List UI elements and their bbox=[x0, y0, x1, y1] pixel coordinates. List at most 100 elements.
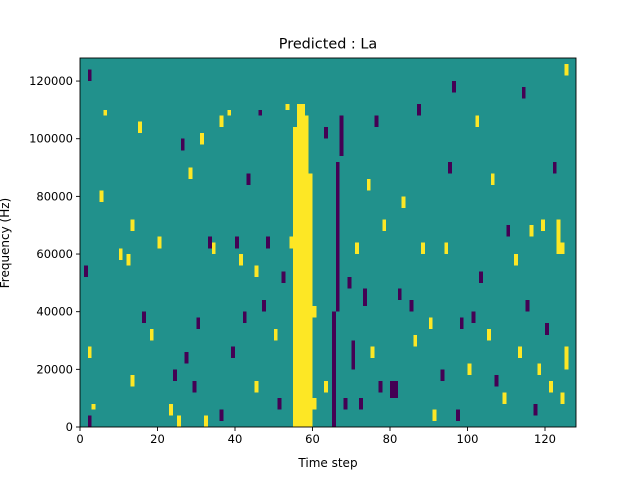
heatmap-cell bbox=[440, 369, 445, 381]
y-tick-label: 0 bbox=[66, 420, 73, 434]
heatmap-cell bbox=[537, 363, 542, 376]
heatmap-cell bbox=[564, 346, 569, 370]
heatmap-cell bbox=[366, 179, 371, 191]
heatmap-cell bbox=[246, 173, 251, 185]
x-tick-label: 60 bbox=[305, 432, 320, 446]
heatmap-cell bbox=[262, 300, 267, 312]
heatmap-cell bbox=[297, 104, 301, 428]
y-axis: 0 20000 40000 60000 80000 100000 120000 bbox=[29, 74, 80, 434]
heatmap-cell bbox=[467, 363, 472, 376]
heatmap-cell bbox=[87, 415, 92, 427]
heatmap-cell bbox=[560, 392, 565, 404]
heatmap-cell bbox=[238, 254, 243, 266]
heatmap-cell bbox=[103, 109, 108, 116]
heatmap-cell bbox=[525, 300, 530, 312]
heatmap-cell bbox=[556, 219, 561, 255]
heatmap-cell bbox=[273, 328, 278, 341]
heatmap-cell bbox=[494, 375, 499, 387]
heatmap-cell bbox=[471, 311, 476, 324]
heatmap-cell bbox=[382, 219, 387, 231]
heatmap-cell bbox=[452, 81, 456, 93]
plot-area bbox=[79, 57, 577, 428]
heatmap-cell bbox=[308, 173, 313, 427]
heatmap-cell bbox=[409, 300, 414, 312]
heatmap-cell bbox=[235, 236, 239, 249]
heatmap-cell bbox=[378, 380, 383, 393]
y-tick-label: 20000 bbox=[36, 362, 73, 376]
heatmap-cell bbox=[180, 138, 185, 151]
heatmap-cell bbox=[359, 398, 363, 410]
heatmap-cell bbox=[300, 104, 305, 428]
heatmap-cell bbox=[83, 265, 88, 278]
heatmap-cell bbox=[293, 127, 298, 427]
heatmap-cell bbox=[184, 352, 189, 364]
heatmap-cell bbox=[502, 392, 507, 404]
heatmap-cell bbox=[448, 161, 453, 174]
x-axis: 0 20 40 60 80 100 120 bbox=[76, 427, 556, 446]
heatmap-cell bbox=[126, 254, 131, 266]
heatmap-cell bbox=[87, 69, 92, 82]
heatmap-cell bbox=[541, 219, 546, 231]
heatmap-cell bbox=[176, 415, 181, 427]
heatmap-cell bbox=[401, 196, 406, 208]
heatmap-cell bbox=[118, 248, 123, 260]
heatmap-cell bbox=[281, 271, 286, 283]
heatmap-cell bbox=[231, 346, 236, 358]
heatmap-cell bbox=[393, 380, 398, 399]
heatmap-cell bbox=[444, 242, 449, 255]
heatmap-cell bbox=[564, 63, 569, 76]
heatmap-cell bbox=[254, 265, 259, 278]
heatmap-cell bbox=[475, 115, 480, 128]
heatmap-cell bbox=[355, 242, 360, 255]
heatmap-cell bbox=[413, 334, 418, 347]
heatmap-cell bbox=[285, 104, 290, 110]
heatmap-cell bbox=[200, 132, 205, 145]
heatmap-cell bbox=[506, 225, 511, 237]
heatmap-cell bbox=[490, 173, 495, 185]
heatmap-cell bbox=[324, 127, 329, 139]
heatmap-cell bbox=[351, 340, 356, 370]
heatmap-cell bbox=[157, 236, 162, 249]
heatmap-cell bbox=[91, 403, 96, 410]
y-axis-label: Frequency (Hz) bbox=[0, 198, 12, 289]
heatmap-cell bbox=[242, 311, 247, 324]
heatmap-cell bbox=[486, 328, 491, 341]
heatmap-cell bbox=[266, 236, 270, 249]
heatmap-cell bbox=[211, 242, 216, 255]
y-tick-label: 120000 bbox=[29, 74, 73, 88]
heatmap-cell bbox=[173, 369, 177, 381]
heatmap-cell bbox=[192, 380, 197, 393]
x-tick-label: 40 bbox=[228, 432, 243, 446]
heatmap-cell bbox=[219, 409, 224, 422]
x-tick-label: 0 bbox=[76, 432, 83, 446]
heatmap-cell bbox=[312, 305, 317, 318]
heatmap-cell bbox=[428, 317, 433, 329]
x-tick-label: 100 bbox=[457, 432, 479, 446]
heatmap-cell bbox=[545, 323, 549, 335]
heatmap-cell bbox=[455, 409, 460, 422]
heatmap-cell bbox=[304, 115, 309, 427]
heatmap-cell bbox=[417, 104, 422, 116]
heatmap-cell bbox=[289, 236, 294, 249]
heatmap-cell bbox=[339, 115, 344, 157]
chart-title: Predicted : La bbox=[279, 37, 377, 53]
heatmap-cell bbox=[347, 277, 352, 289]
heatmap-cell bbox=[343, 398, 348, 410]
heatmap-cell bbox=[390, 380, 394, 399]
heatmap-cell bbox=[169, 403, 174, 416]
y-tick-label: 60000 bbox=[36, 247, 73, 261]
heatmap-cell bbox=[188, 167, 193, 180]
heatmap-cell bbox=[130, 375, 135, 387]
heatmap-cell bbox=[196, 317, 201, 329]
heatmap-cell bbox=[324, 380, 329, 393]
heatmap-cell bbox=[560, 242, 565, 255]
heatmap-cell bbox=[552, 161, 557, 174]
x-tick-label: 80 bbox=[383, 432, 398, 446]
heatmap-cell bbox=[397, 288, 402, 301]
plot-frame bbox=[79, 57, 577, 428]
heatmap-cell bbox=[331, 311, 336, 427]
heatmap-cell bbox=[370, 346, 375, 358]
heatmap-cell bbox=[362, 288, 367, 306]
y-tick-label: 100000 bbox=[29, 132, 73, 146]
